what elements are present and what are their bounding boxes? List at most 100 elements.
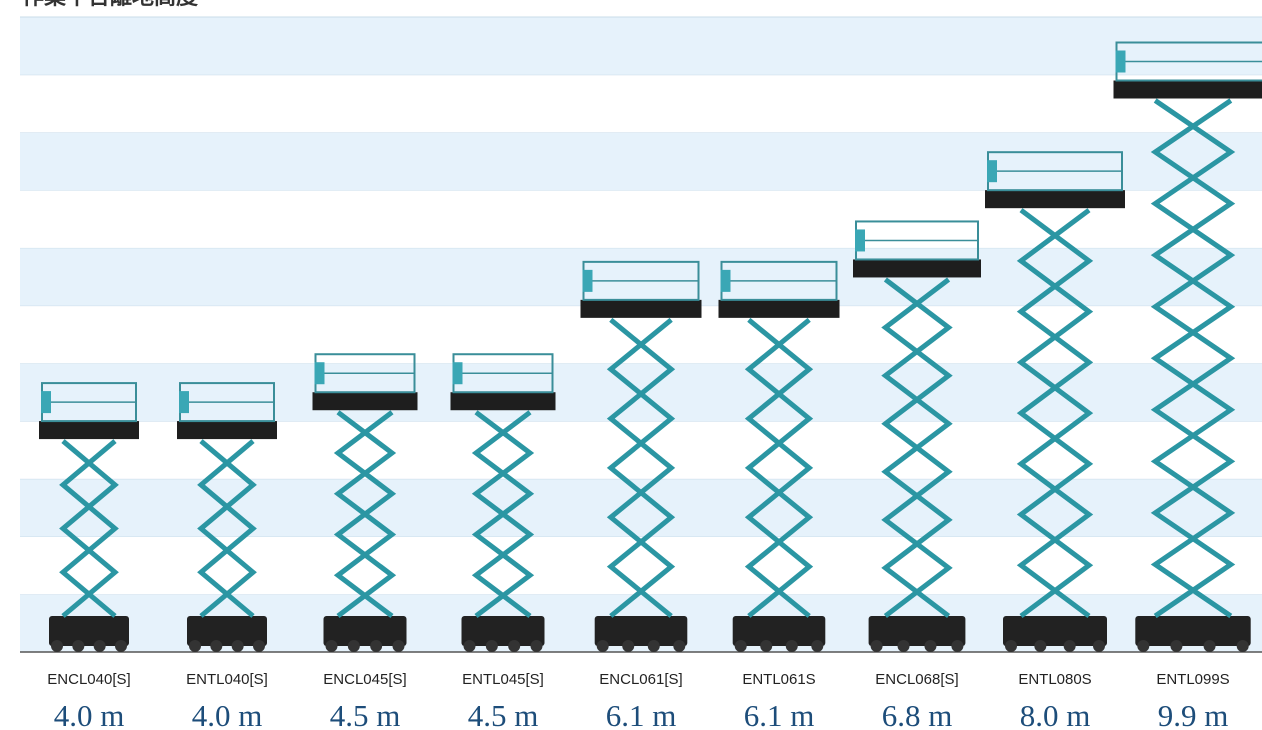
wheel [760, 640, 773, 652]
wheel [325, 640, 338, 652]
band [20, 74, 1262, 133]
scissor [59, 439, 119, 618]
wheel [115, 640, 127, 652]
wheel [392, 640, 405, 652]
platform [985, 190, 1125, 209]
model-label: ENCL061[S] [599, 671, 682, 688]
lift [718, 260, 840, 652]
band [20, 247, 1262, 306]
wheel [72, 640, 85, 652]
control-box [1115, 50, 1126, 73]
model-label: ENTL080S [1018, 671, 1091, 688]
wheel [1137, 640, 1150, 652]
wheel [647, 640, 660, 652]
platform [580, 299, 702, 318]
wheel [951, 640, 964, 652]
lift-base [732, 616, 826, 646]
scissor [333, 410, 397, 618]
wheel [210, 640, 223, 652]
wheel [485, 640, 498, 652]
model-label: ENTL099S [1156, 671, 1229, 688]
platform [853, 259, 981, 278]
wheel [1203, 640, 1216, 652]
wheel [1170, 640, 1183, 652]
value-label: 9.9 m [1158, 698, 1229, 730]
wheel [673, 640, 686, 652]
model-label: ENTL045[S] [462, 671, 544, 688]
lift-base [461, 616, 545, 646]
model-label: ENTL040[S] [186, 671, 268, 688]
platform [718, 299, 840, 318]
scissor [197, 439, 257, 618]
wheel [93, 640, 106, 652]
scissor [1150, 98, 1236, 619]
lift [580, 260, 702, 652]
model-label: ENCL068[S] [875, 671, 958, 688]
scissor [59, 439, 119, 618]
wheel [530, 640, 543, 652]
wheel [1063, 640, 1076, 652]
control-box [987, 160, 997, 183]
chart-title: 作業平台離地高度 [22, 0, 199, 10]
scissor [471, 410, 535, 618]
platform [312, 392, 418, 411]
wheel [785, 640, 798, 652]
scissor [1150, 98, 1236, 619]
wheel [347, 640, 360, 652]
platform [1113, 80, 1262, 99]
lift [450, 353, 556, 652]
value-label: 4.5 m [330, 698, 401, 730]
wheel [1005, 640, 1017, 652]
scissor [1016, 208, 1094, 619]
wheel [51, 640, 63, 652]
platform [450, 392, 556, 411]
band [20, 132, 1262, 191]
control-box [452, 362, 463, 385]
scissor [881, 277, 953, 618]
platform [177, 421, 277, 440]
value-label: 6.8 m [882, 698, 953, 730]
lift-base [594, 616, 688, 646]
lift [39, 382, 139, 652]
control-box [41, 391, 51, 414]
wheel [508, 640, 521, 652]
scissor [197, 439, 257, 618]
model-label: ENTL061S [742, 671, 815, 688]
wheel [870, 640, 883, 652]
value-label: 6.1 m [744, 698, 815, 730]
value-label: 6.1 m [606, 698, 677, 730]
lift-base [187, 616, 267, 646]
lift-base [323, 616, 407, 646]
wheel [811, 640, 824, 652]
scissor [1016, 208, 1094, 619]
wheel [622, 640, 635, 652]
wheel [463, 640, 476, 652]
wheel [231, 640, 244, 652]
lift [177, 382, 277, 652]
wheel [1093, 640, 1105, 652]
wheel [734, 640, 747, 652]
wheel [596, 640, 609, 652]
scissor [744, 317, 814, 618]
control-box [582, 269, 593, 292]
wheel [897, 640, 910, 652]
wheel [189, 640, 201, 652]
wheel [370, 640, 383, 652]
band [20, 17, 1262, 75]
lift [853, 220, 981, 652]
wheel [1236, 640, 1249, 652]
lift [1113, 41, 1262, 652]
lift [312, 353, 418, 652]
model-label: ENCL045[S] [323, 671, 406, 688]
control-box [855, 229, 865, 252]
wheel [1034, 640, 1047, 652]
model-label: ENCL040[S] [47, 671, 130, 688]
control-box [314, 362, 325, 385]
value-label: 4.5 m [468, 698, 539, 730]
scissor [606, 317, 676, 618]
scissor [744, 317, 814, 618]
lift [985, 151, 1125, 652]
lift-base [1135, 616, 1251, 646]
band [20, 536, 1262, 595]
